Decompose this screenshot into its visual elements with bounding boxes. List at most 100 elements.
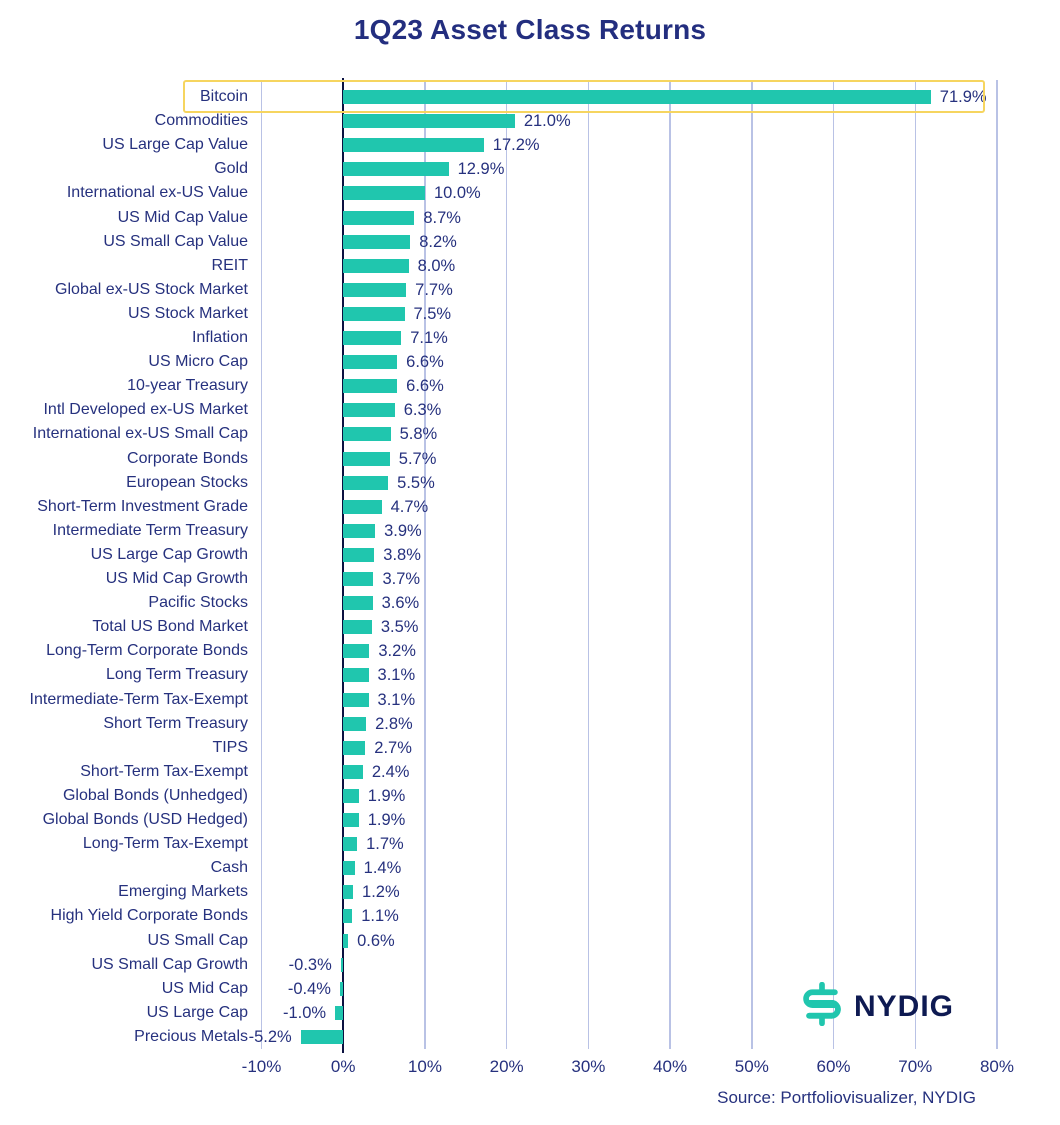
bar-short-term-treasury [343,716,367,731]
category-label-us-mid-cap-growth: US Mid Cap Growth [105,570,248,587]
category-label-long-term-treasury: Long Term Treasury [106,666,248,684]
bar-emerging-markets [343,885,354,900]
value-label-us-mid-cap-value: 8.7% [423,208,461,227]
highlight-box-bitcoin [183,80,985,113]
category-label-us-small-cap-growth: US Small Cap Growth [91,955,249,973]
bar-bitcoin [343,90,931,104]
value-label-short-term-tax-exempt: 2.4% [371,762,410,781]
bar-us-small-cap-value [343,234,411,249]
bar-10-year-treasury [343,379,398,394]
nydig-wordmark: NYDIG [854,989,955,1023]
nydig-logo: NYDIG [799,981,955,1031]
gridline-80 [996,80,998,1049]
category-label-international-ex-us-value: International ex-US Value [66,184,248,202]
bar-us-small-cap [343,933,349,948]
category-label-tips: TIPS [212,738,248,756]
value-label-global-bonds-unhedged: 1.9% [367,786,406,805]
bar-pacific-stocks [343,596,373,611]
value-label-international-ex-us-small-cap: 5.8% [399,425,438,444]
category-label-precious-metals: Precious Metals [134,1027,248,1045]
value-label-high-yield-corporate-bonds: 1.1% [361,907,399,926]
bar-intermediate-term-tax-exempt [343,692,369,707]
bar-long-term-treasury [343,668,369,683]
nydig-dollar-mark-icon [799,981,845,1031]
category-label-us-mid-cap-value: US Mid Cap Value [117,208,248,226]
category-label-intermediate-term-tax-exempt: Intermediate-Term Tax-Exempt [29,690,248,708]
category-label-short-term-tax-exempt: Short-Term Tax-Exempt [80,762,248,780]
bar-us-stock-market [343,306,405,321]
value-label-cash: 1.4% [363,859,402,878]
value-label-10-year-treasury: 6.6% [406,377,444,396]
value-label-us-small-cap-value: 8.2% [419,232,457,251]
value-label-gold: 12.9% [457,160,505,179]
bar-intermediate-term-treasury [343,523,376,538]
x-tick-label: 40% [653,1057,688,1076]
category-label-total-us-bond-market: Total US Bond Market [92,618,248,636]
value-label-us-large-cap: -1.0% [282,1003,327,1022]
value-label-global-bonds-usd-hedged: 1.9% [367,811,406,829]
x-tick-label: 60% [816,1057,851,1076]
bar-us-mid-cap-value [343,210,415,225]
bar-us-mid-cap [339,981,344,996]
bar-corporate-bonds [343,451,390,466]
category-label-us-large-cap: US Large Cap [146,1003,248,1021]
bar-high-yield-corporate-bonds [343,909,353,924]
value-label-us-large-cap-value: 17.2% [492,136,540,155]
category-label-global-bonds-usd-hedged: Global Bonds (USD Hedged) [42,811,248,828]
category-label-cash: Cash [210,859,248,877]
x-tick-label: 0% [330,1057,356,1076]
bar-european-stocks [343,475,389,490]
category-label-inflation: Inflation [191,329,248,346]
value-label-corporate-bonds: 5.7% [398,449,437,468]
category-label-reit: REIT [211,256,248,274]
value-label-bitcoin: 71.9% [939,88,987,106]
bar-precious-metals [300,1029,344,1044]
category-label-high-yield-corporate-bonds: High Yield Corporate Bonds [50,907,248,925]
category-label-intermediate-term-treasury: Intermediate Term Treasury [52,521,248,539]
bar-commodities [343,114,515,129]
category-label-short-term-investment-grade: Short-Term Investment Grade [37,497,248,515]
gridline-50 [751,80,753,1049]
category-label-us-micro-cap: US Micro Cap [148,353,248,371]
x-tick-label: 80% [979,1057,1014,1076]
value-label-us-small-cap: 0.6% [357,931,395,950]
gridline-60 [832,80,835,1049]
value-label-long-term-tax-exempt: 1.7% [366,835,404,854]
category-label-emerging-markets: Emerging Markets [118,883,248,901]
bar-reit [343,258,409,273]
category-label-global-ex-us-stock-market: Global ex-US Stock Market [55,280,248,298]
value-label-precious-metals: -5.2% [248,1027,292,1046]
category-label-us-small-cap-value: US Small Cap Value [103,232,248,250]
value-label-short-term-investment-grade: 4.7% [390,497,429,516]
value-label-reit: 8.0% [417,256,456,275]
value-label-intermediate-term-tax-exempt: 3.1% [377,690,416,709]
value-label-us-small-cap-growth: -0.3% [288,955,332,974]
chart-title: 1Q23 Asset Class Returns [353,14,707,45]
x-tick-label: 70% [898,1057,933,1076]
x-tick-label: 20% [489,1057,524,1076]
zero-axis-line [341,78,345,1053]
bar-international-ex-us-small-cap [343,427,391,442]
category-label-international-ex-us-small-cap: International ex-US Small Cap [32,425,248,443]
gridline--10 [260,80,263,1049]
value-label-intermediate-term-treasury: 3.9% [384,521,422,540]
value-label-us-mid-cap: -0.4% [287,979,331,998]
value-label-inflation: 7.1% [410,329,448,347]
value-label-short-term-treasury: 2.8% [375,714,413,733]
category-label-us-mid-cap: US Mid Cap [161,979,248,997]
value-label-us-micro-cap: 6.6% [406,353,444,372]
category-label-short-term-treasury: Short Term Treasury [103,714,248,732]
category-label-bitcoin: Bitcoin [199,88,248,105]
bar-long-term-corporate-bonds [343,644,370,659]
value-label-pacific-stocks: 3.6% [381,594,420,613]
category-label-long-term-tax-exempt: Long-Term Tax-Exempt [82,835,248,853]
bar-long-term-tax-exempt [343,837,358,852]
value-label-us-stock-market: 7.5% [413,304,452,323]
bar-global-bonds-usd-hedged [343,813,359,827]
gridline-10 [424,80,426,1049]
source-note: Source: Portfoliovisualizer, NYDIG [717,1088,976,1107]
bar-short-term-investment-grade [343,499,382,514]
category-label-intl-developed-ex-us-market: Intl Developed ex-US Market [43,401,248,419]
bar-us-large-cap [335,1005,344,1020]
